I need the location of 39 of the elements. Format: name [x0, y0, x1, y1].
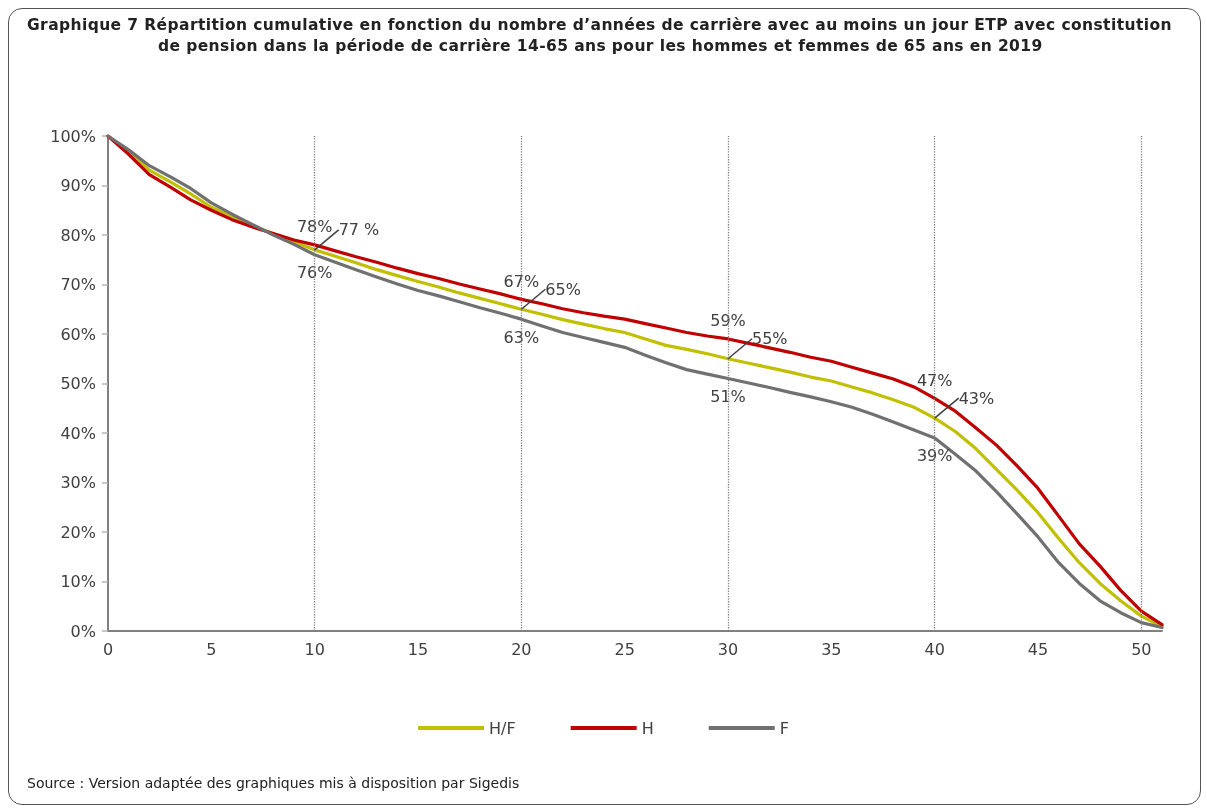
legend-label: F: [779, 718, 789, 738]
y-tick-label: 20%: [60, 522, 96, 542]
y-tick-label: 10%: [60, 572, 96, 591]
y-tick-label: 70%: [60, 275, 96, 294]
x-tick-label: 50: [1131, 639, 1152, 659]
y-tick-label: 80%: [60, 225, 96, 245]
y-tick-label: 50%: [60, 374, 96, 393]
x-tick-label: 45: [1027, 639, 1049, 659]
x-tick-label: 40: [924, 639, 945, 659]
y-tick-label: 60%: [60, 324, 96, 344]
x-tick-label: 15: [407, 639, 429, 659]
y-tick-label: 90%: [60, 176, 96, 195]
y-tick-label: 30%: [60, 473, 96, 492]
legend-label: H/F: [489, 718, 516, 738]
data-label: 51%: [710, 387, 746, 407]
data-label: 77 %: [338, 220, 380, 240]
data-label: 78%: [296, 217, 333, 237]
data-label: 43%: [958, 388, 995, 408]
y-tick-label: 0%: [70, 621, 96, 641]
data-label: 65%: [545, 279, 581, 299]
x-tick-label: 0: [102, 639, 114, 659]
x-tick-label: 20: [511, 639, 532, 659]
data-label: 39%: [916, 446, 953, 466]
data-label: 67%: [503, 271, 540, 291]
x-tick-label: 10: [304, 639, 325, 659]
data-label: 63%: [503, 327, 540, 347]
x-tick-label: 5: [206, 639, 217, 659]
x-tick-label: 25: [614, 639, 635, 659]
chart-title: Graphique 7 Répartition cumulative en fonction du nombre d’années de carrière avec au moins un jour ETP avec constitution de pension dans la période de carrière 14-65 ans pour les hommes et femmes de 65 ans en 2019: [27, 15, 1173, 57]
x-tick-label: 30: [717, 639, 739, 659]
data-label: 47%: [916, 370, 953, 390]
data-label: 76%: [296, 263, 333, 283]
source-note: Source : Version adaptée des graphiques mis à disposition par Sigedis: [27, 775, 520, 791]
y-tick-label: 100%: [50, 126, 96, 146]
data-label: 59%: [710, 311, 746, 331]
y-tick-label: 40%: [60, 423, 96, 443]
legend-label: H: [641, 718, 654, 738]
data-label: 55%: [752, 329, 788, 349]
x-tick-label: 35: [821, 639, 842, 659]
